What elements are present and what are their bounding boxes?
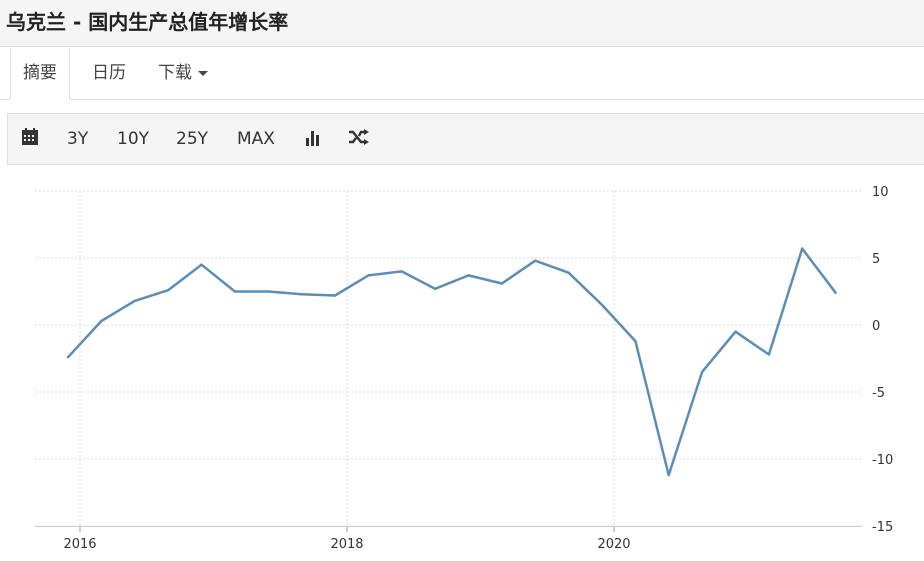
tab-calendar[interactable]: 日历 [92, 63, 126, 83]
range-25y-button[interactable]: 25Y [176, 129, 209, 149]
y-tick-label: -5 [872, 386, 885, 401]
range-max-button[interactable]: MAX [237, 129, 275, 149]
tab-bar: 摘要 日历 下载 [0, 48, 924, 100]
chart-toolbar: 3Y 10Y 25Y MAX [7, 113, 924, 165]
y-tick-label: 10 [872, 185, 889, 200]
y-tick-label: 5 [872, 252, 880, 267]
gdp-growth-line-chart: 10 5 0 -5 -10 -15 2016 2018 2020 [35, 185, 893, 552]
bar-chart-icon[interactable] [305, 130, 323, 151]
x-tick-label: 2016 [63, 537, 96, 552]
y-tick-label: 0 [872, 319, 880, 334]
tab-download[interactable]: 下载 [158, 48, 208, 100]
y-tick-label: -15 [872, 520, 893, 535]
caret-down-icon [198, 70, 208, 76]
page-title: 乌克兰 - 国内生产总值年增长率 [0, 0, 924, 47]
range-3y-button[interactable]: 3Y [67, 129, 89, 149]
shuffle-icon[interactable] [348, 129, 370, 150]
y-tick-label: -10 [872, 453, 893, 468]
tab-download-label: 下载 [158, 63, 192, 83]
series-line [67, 247, 837, 477]
x-tick-label: 2018 [330, 537, 363, 552]
x-tick-label: 2020 [597, 537, 630, 552]
tab-summary[interactable]: 摘要 [10, 48, 70, 100]
calendar-icon[interactable] [21, 128, 39, 151]
range-10y-button[interactable]: 10Y [117, 129, 150, 149]
